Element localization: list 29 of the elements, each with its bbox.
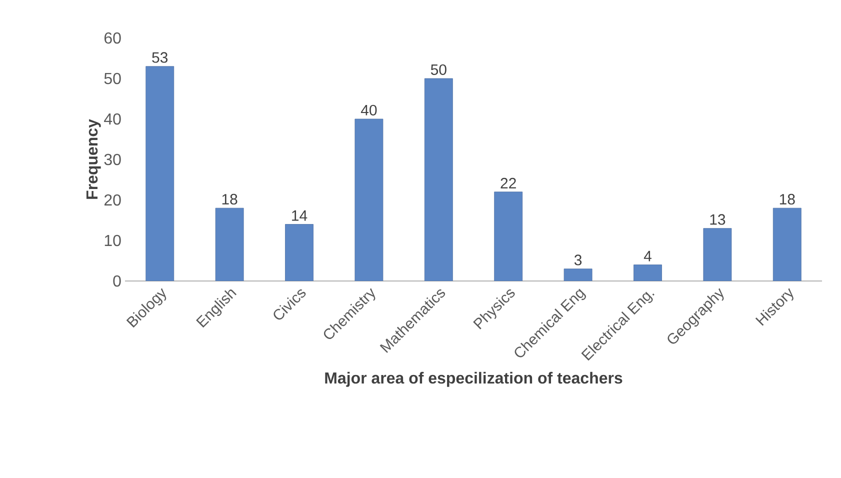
- bar: [424, 78, 453, 281]
- y-tick-label: 30: [104, 154, 121, 166]
- data-label: 13: [710, 214, 726, 225]
- bar: [215, 208, 244, 281]
- data-label: 50: [430, 64, 446, 75]
- data-label: 22: [500, 178, 516, 188]
- data-label: 53: [152, 52, 168, 63]
- bar: [494, 192, 523, 281]
- bar: [285, 224, 314, 281]
- bar: [634, 264, 662, 281]
- bar: [772, 208, 802, 281]
- data-label: 18: [222, 194, 238, 205]
- data-label: 40: [360, 104, 377, 116]
- y-tick-label: 50: [104, 72, 121, 84]
- y-tick-label: 60: [104, 32, 121, 44]
- y-tick-label: 10: [104, 234, 121, 246]
- data-label: 14: [292, 210, 308, 221]
- y-tick-label: 0: [113, 275, 121, 287]
- data-label: 3: [574, 254, 582, 266]
- y-tick-label: 20: [104, 194, 121, 206]
- y-tick-label: 40: [104, 113, 121, 125]
- bar: [354, 118, 384, 281]
- y-axis-title: Frequency: [86, 119, 101, 199]
- data-label: 4: [644, 250, 652, 262]
- data-label: 18: [780, 194, 795, 205]
- x-axis-title: Major area of especilization of teachers: [325, 372, 622, 387]
- bar: [564, 268, 592, 281]
- bar: [703, 228, 732, 281]
- bar: [146, 66, 174, 281]
